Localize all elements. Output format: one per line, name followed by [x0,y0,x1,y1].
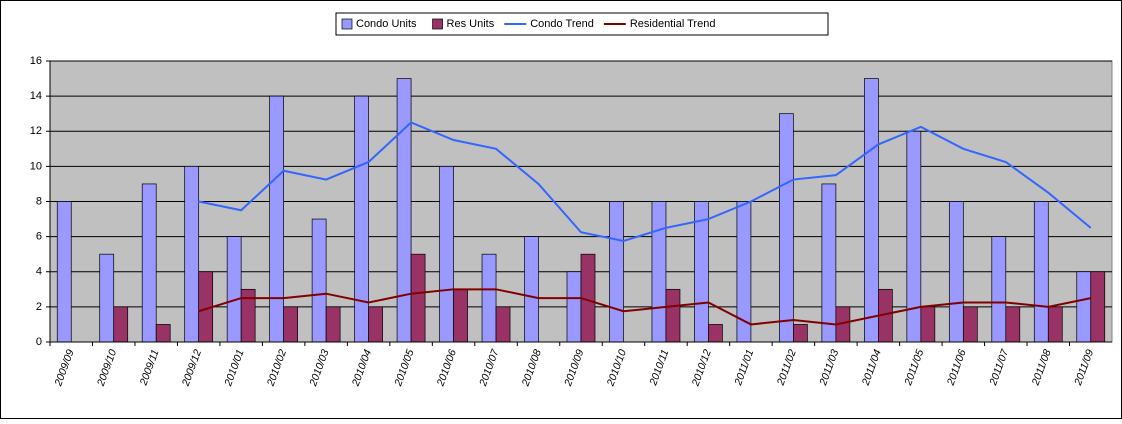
legend [335,12,829,36]
bar [354,95,369,343]
bar [566,271,582,343]
bar [948,201,964,343]
legend-label: Residential Trend [630,18,716,30]
bar [113,306,129,343]
y-tick-label: 0 [36,336,42,348]
bar [708,324,723,343]
bar [651,201,667,343]
bar [410,253,426,343]
bar [269,95,284,343]
bar [1047,306,1063,343]
bar [283,306,298,343]
bar [524,236,539,343]
bar [226,236,242,343]
trend-line [198,288,1091,326]
y-tick-label: 4 [36,266,42,278]
bar [1076,271,1092,343]
y-tick-label: 16 [30,55,42,67]
bar [665,288,681,343]
bar [368,306,383,343]
bar [141,183,157,343]
bar [396,78,412,343]
bar [99,253,115,343]
y-tick-label: 8 [36,195,42,207]
bar [906,130,922,343]
bar [155,324,171,343]
bar [325,306,341,343]
bar [495,306,511,343]
bar [439,166,454,343]
bar [56,201,72,343]
bar [991,236,1007,343]
legend-label: Res Units [447,18,495,30]
bar [1033,201,1049,343]
y-tick-label: 14 [30,90,42,102]
bar [453,288,468,343]
bar [1005,306,1021,343]
bar [793,324,808,343]
trend-line [198,121,1092,243]
bar [864,78,879,343]
bar [184,166,200,343]
y-tick-label: 2 [36,301,42,313]
legend-label: Condo Trend [530,18,594,30]
bar [311,218,327,343]
bar [779,113,794,343]
bar [962,306,978,343]
y-tick-label: 12 [30,125,42,137]
bar [481,253,497,343]
legend-label: Condo Units [356,18,417,30]
bar [821,183,837,343]
bar [694,201,709,343]
bar [1090,271,1106,343]
y-tick-label: 6 [36,231,42,243]
bar [920,306,936,343]
bar [609,201,624,343]
legend-swatch [432,18,443,30]
y-tick-label: 10 [30,160,42,172]
legend-swatch [341,18,353,30]
